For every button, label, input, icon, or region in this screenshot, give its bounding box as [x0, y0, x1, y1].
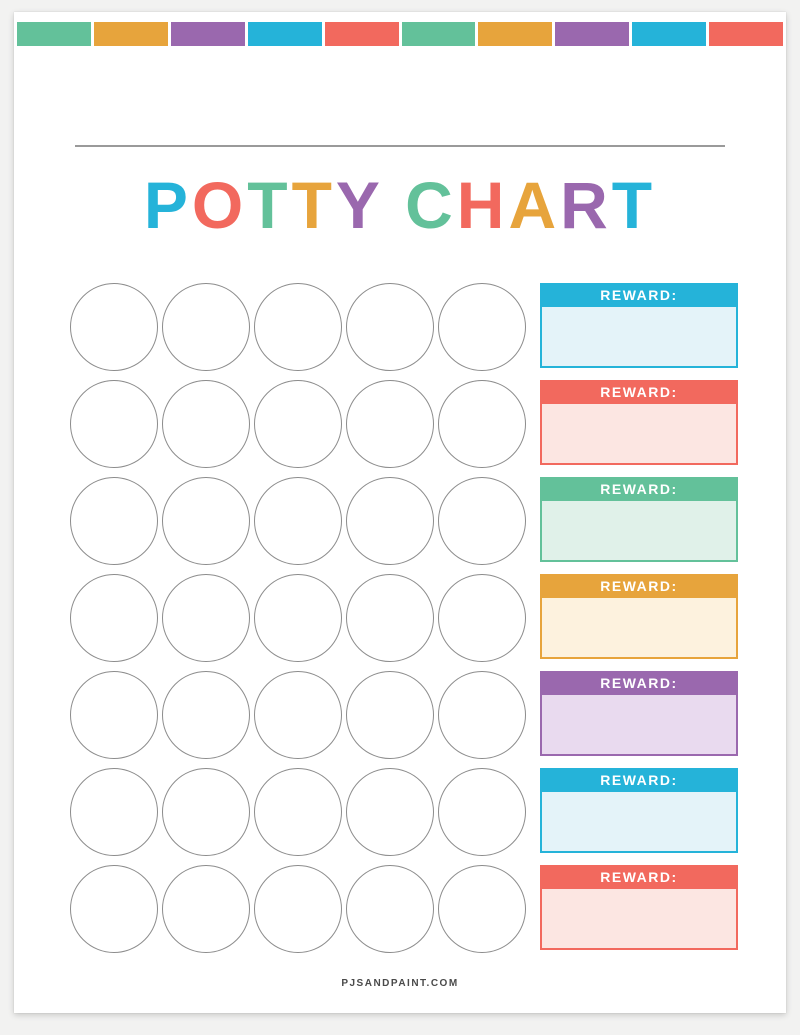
sticker-circle — [254, 574, 342, 662]
title-letter: H — [456, 168, 509, 242]
sticker-circle — [438, 865, 526, 953]
title-letter: R — [560, 168, 612, 242]
sticker-circle — [346, 671, 434, 759]
reward-writein-area — [540, 404, 738, 465]
sticker-circle — [162, 768, 250, 856]
reward-box: REWARD: — [540, 865, 738, 950]
sticker-circle-grid — [70, 283, 526, 953]
reward-box: REWARD: — [540, 574, 738, 659]
sticker-circle — [438, 574, 526, 662]
stripe-block — [17, 22, 91, 46]
sticker-circle — [438, 768, 526, 856]
sticker-circle — [70, 380, 158, 468]
stripe-block — [401, 22, 476, 46]
footer-credit: PJSANDPAINT.COM — [341, 978, 459, 989]
title-letter: T — [611, 168, 657, 242]
sticker-circle — [70, 574, 158, 662]
title-letter: O — [191, 168, 248, 242]
page-title: POTTY CHART — [14, 172, 786, 238]
top-color-stripe — [17, 22, 784, 46]
stripe-block — [324, 22, 399, 46]
sticker-circle — [162, 865, 250, 953]
sticker-circle — [254, 865, 342, 953]
reward-label: REWARD: — [600, 675, 678, 691]
sticker-circle — [70, 477, 158, 565]
sticker-circle — [438, 380, 526, 468]
reward-label: REWARD: — [600, 772, 678, 788]
stripe-block — [632, 22, 707, 46]
reward-box: REWARD: — [540, 283, 738, 368]
sticker-circle — [254, 477, 342, 565]
title-letter: T — [291, 168, 336, 242]
reward-label: REWARD: — [600, 287, 678, 303]
reward-box: REWARD: — [540, 768, 738, 853]
sticker-circle — [346, 380, 434, 468]
sticker-circle — [438, 477, 526, 565]
sticker-circle — [254, 380, 342, 468]
sticker-circle — [346, 477, 434, 565]
sticker-circle — [254, 768, 342, 856]
sticker-circle — [162, 574, 250, 662]
reward-writein-area — [540, 695, 738, 756]
sticker-circle — [346, 574, 434, 662]
sticker-circle — [438, 671, 526, 759]
title-letter: Y — [335, 168, 383, 242]
sticker-circle — [162, 477, 250, 565]
reward-writein-area — [540, 889, 738, 950]
sticker-circle — [438, 283, 526, 371]
sticker-circle — [70, 865, 158, 953]
stripe-block — [247, 22, 322, 46]
reward-writein-area — [540, 598, 738, 659]
reward-label: REWARD: — [600, 384, 678, 400]
stripe-block — [478, 22, 553, 46]
title-letter: P — [143, 168, 192, 242]
reward-box: REWARD: — [540, 477, 738, 562]
reward-box: REWARD: — [540, 380, 738, 465]
sticker-circle — [346, 768, 434, 856]
reward-header: REWARD: — [540, 380, 738, 404]
reward-writein-area — [540, 792, 738, 853]
title-letter: A — [508, 168, 561, 242]
sticker-circle — [254, 671, 342, 759]
title-letter — [383, 168, 405, 242]
reward-label: REWARD: — [600, 481, 678, 497]
sticker-circle — [346, 283, 434, 371]
reward-header: REWARD: — [540, 865, 738, 889]
reward-header: REWARD: — [540, 768, 738, 792]
sticker-circle — [162, 671, 250, 759]
reward-header: REWARD: — [540, 671, 738, 695]
reward-header: REWARD: — [540, 574, 738, 598]
sticker-circle — [70, 671, 158, 759]
sticker-circle — [346, 865, 434, 953]
stripe-block — [555, 22, 630, 46]
divider-rule — [75, 145, 725, 147]
sticker-circle — [162, 380, 250, 468]
printable-sheet: POTTY CHART REWARD: REWARD: REWARD: REWARD:… — [14, 12, 786, 1013]
reward-writein-area — [540, 501, 738, 562]
sticker-circle — [162, 283, 250, 371]
sticker-circle — [70, 768, 158, 856]
reward-writein-area — [540, 307, 738, 368]
reward-box: REWARD: — [540, 671, 738, 756]
title-letter: C — [405, 168, 457, 242]
reward-header: REWARD: — [540, 283, 738, 307]
sticker-circle — [254, 283, 342, 371]
stripe-block — [93, 22, 168, 46]
reward-label: REWARD: — [600, 578, 678, 594]
title-letter: T — [247, 168, 292, 242]
stripe-block — [709, 22, 784, 46]
sticker-circle — [70, 283, 158, 371]
rewards-column: REWARD: REWARD: REWARD: REWARD: REWARD: REWAR… — [540, 283, 738, 962]
reward-label: REWARD: — [600, 869, 678, 885]
stripe-block — [170, 22, 245, 46]
reward-header: REWARD: — [540, 477, 738, 501]
